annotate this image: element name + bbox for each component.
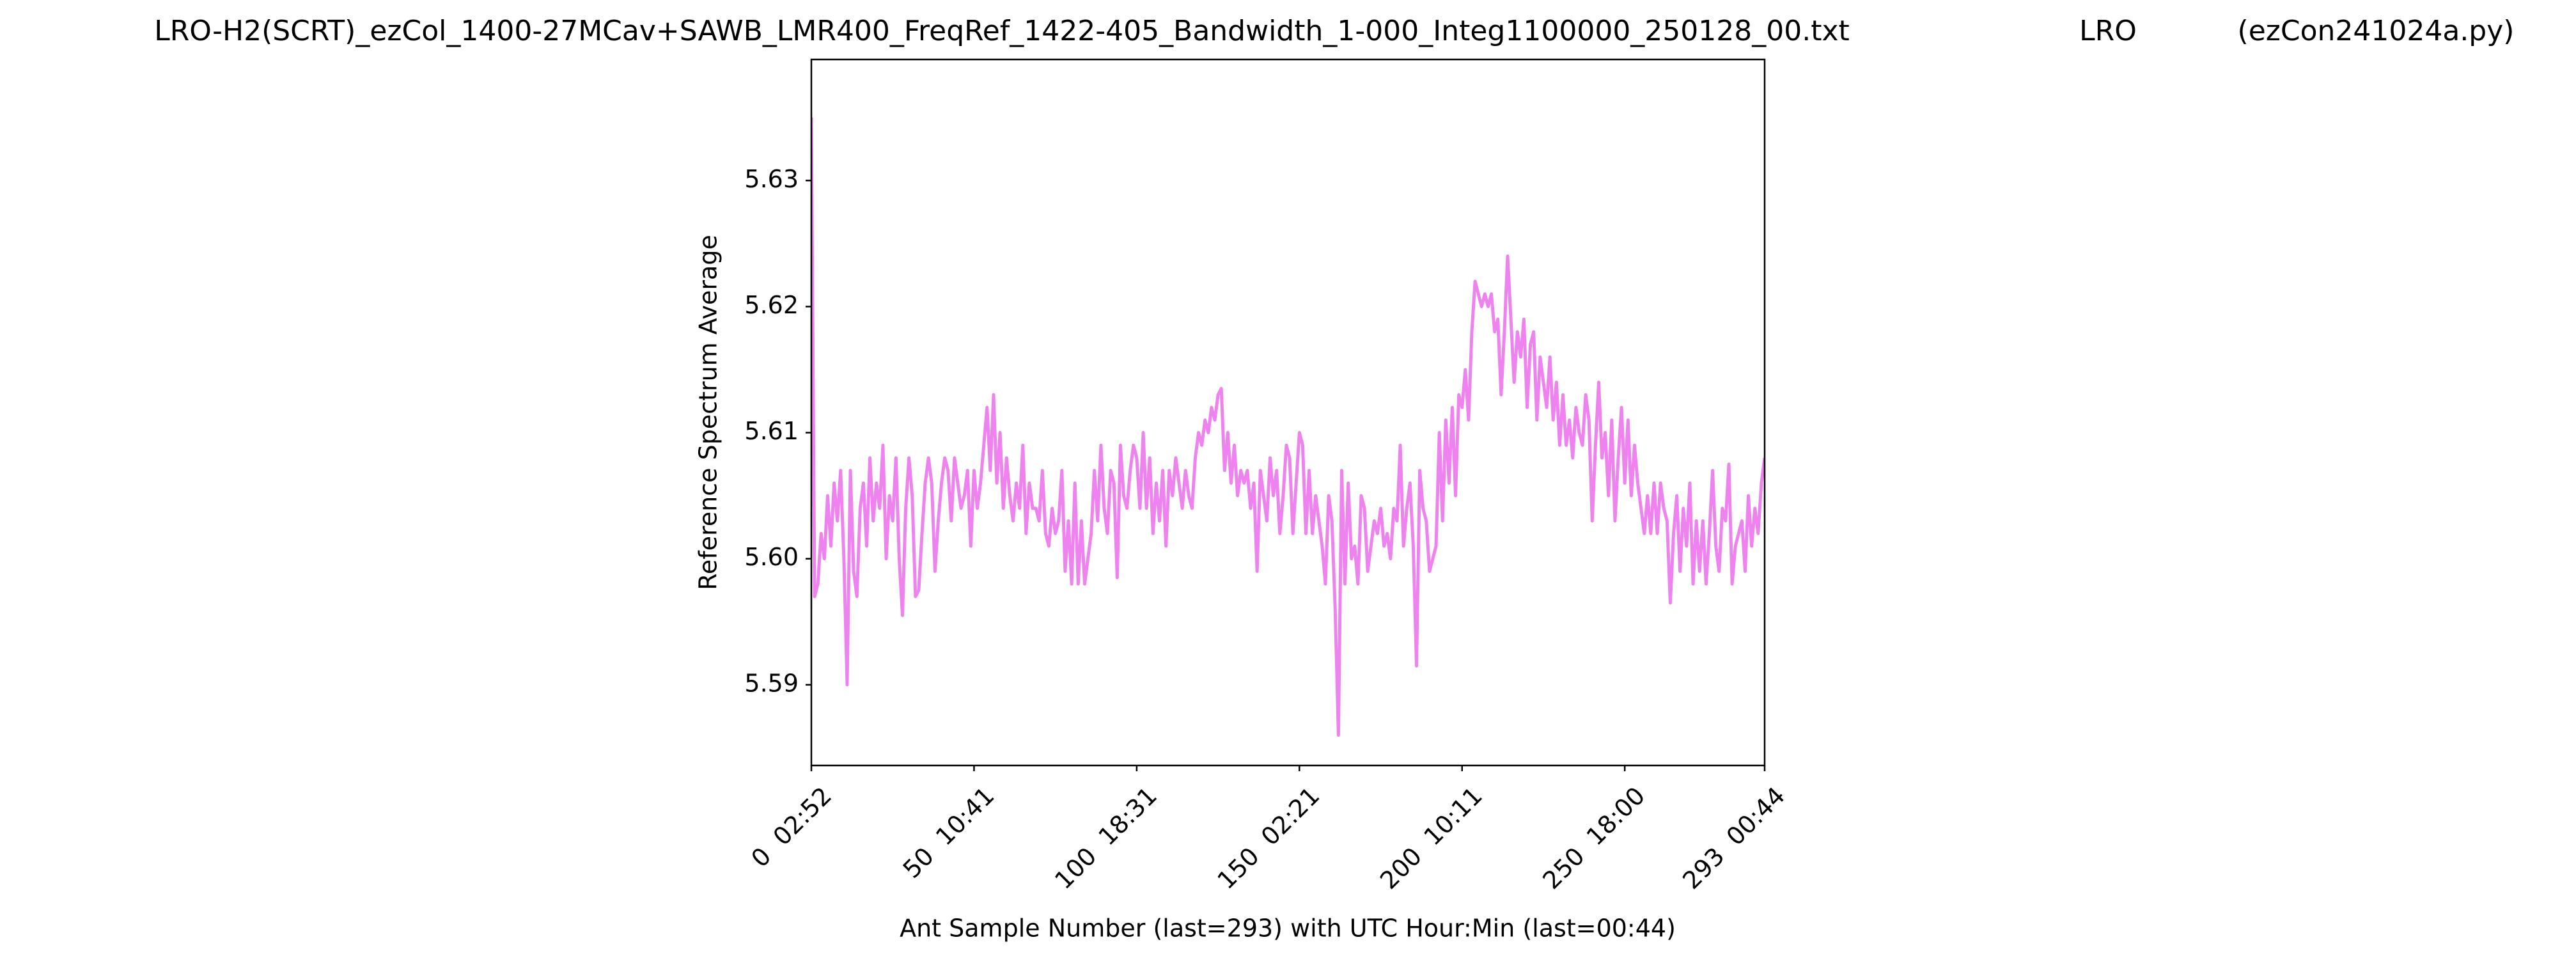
- y-tick-label: 5.63: [744, 165, 799, 193]
- x-tick-label: 0 02:52: [745, 781, 837, 873]
- data-line: [811, 117, 1765, 737]
- y-tick-label: 5.59: [744, 669, 799, 697]
- header-program: (ezCon241024a.py): [2238, 15, 2515, 47]
- x-tick-label: 250 18:00: [1537, 781, 1650, 895]
- y-axis-label: Reference Spectrum Average: [694, 235, 722, 590]
- y-tick-label: 5.60: [744, 543, 799, 571]
- x-tick-label: 150 02:21: [1212, 781, 1325, 895]
- x-tick-label: 200 10:11: [1375, 781, 1488, 895]
- x-axis-label: Ant Sample Number (last=293) with UTC Ho…: [900, 914, 1676, 943]
- y-tick-label: 5.61: [744, 417, 799, 445]
- header-site: LRO: [2079, 15, 2137, 47]
- x-tick-label: 100 18:31: [1049, 781, 1162, 895]
- y-tick-label: 5.62: [744, 291, 799, 319]
- chart-title: LRO-H2(SCRT)_ezCol_1400-27MCav+SAWB_LMR4…: [154, 15, 1850, 47]
- plot-frame: [810, 58, 1766, 767]
- x-tick-label: 293 00:44: [1677, 781, 1790, 895]
- x-tick-label: 50 10:41: [898, 781, 1000, 884]
